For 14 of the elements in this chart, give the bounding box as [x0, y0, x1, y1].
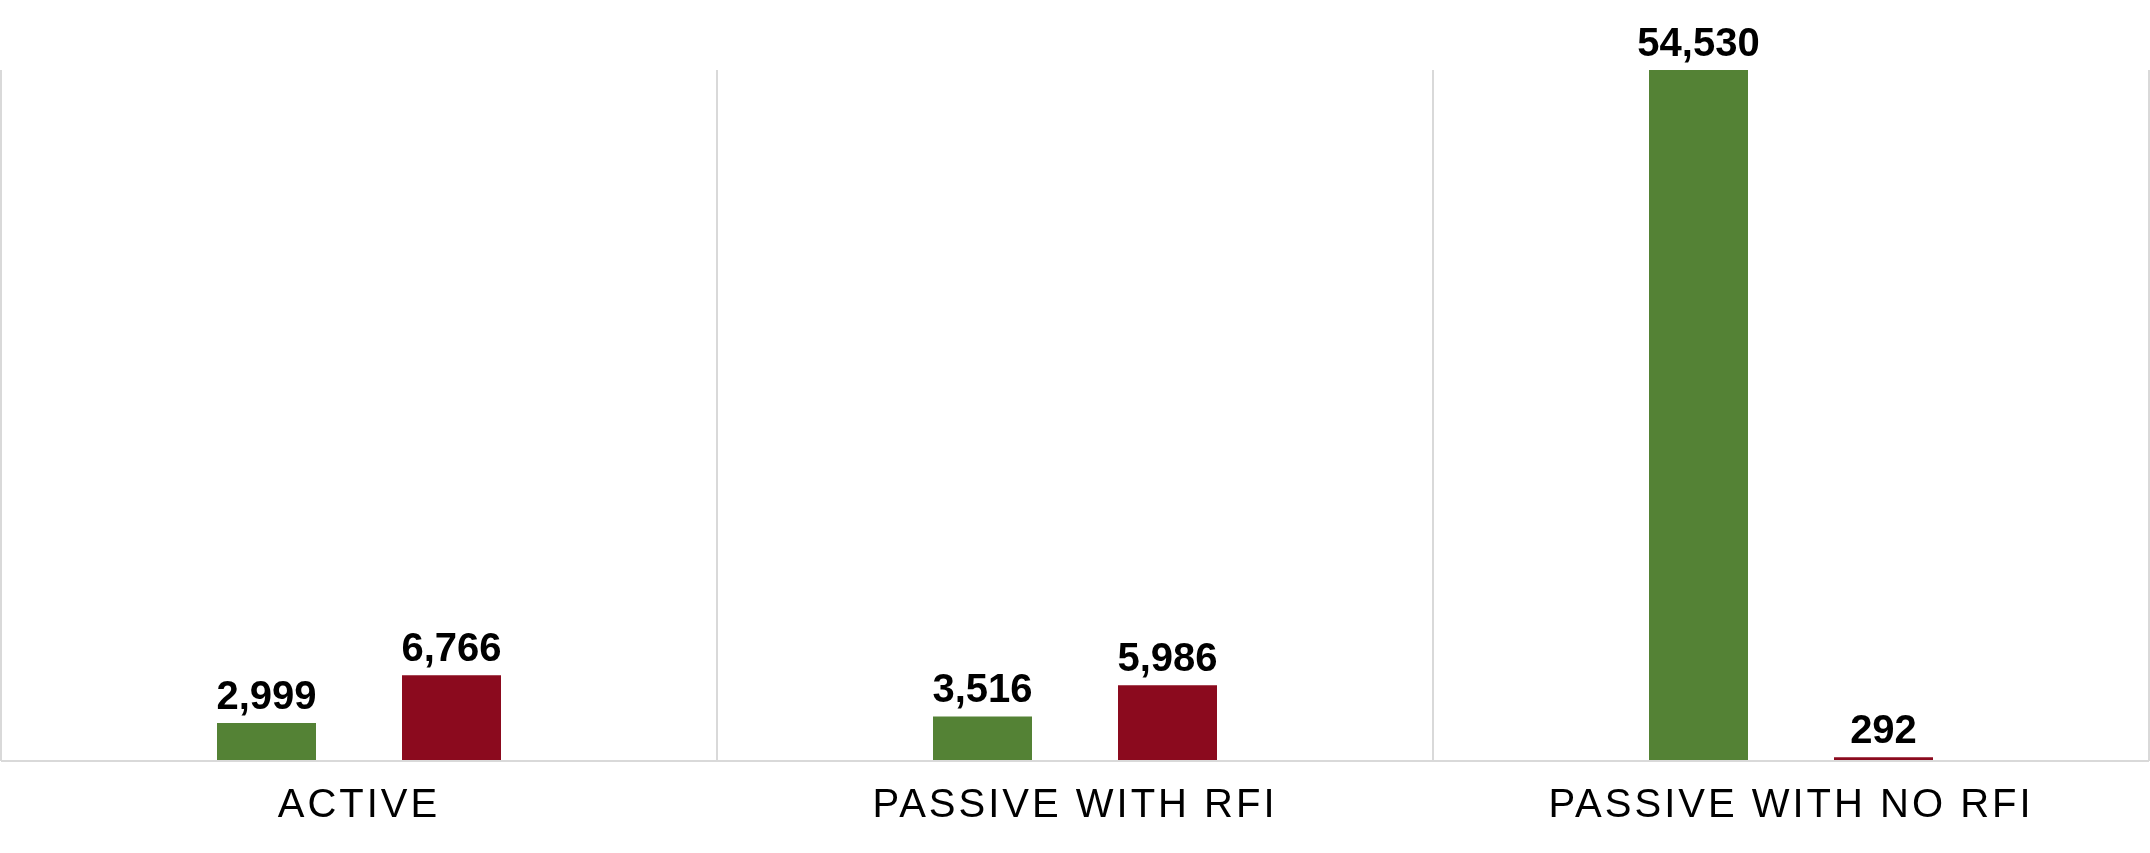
data-label: 292 — [1850, 707, 1917, 752]
data-label: 2,999 — [216, 673, 317, 717]
data-label: 54,530 — [1637, 20, 1760, 64]
data-label: 3,516 — [932, 666, 1033, 711]
bar — [402, 675, 501, 761]
data-label: 6,766 — [401, 625, 502, 670]
bar — [1649, 70, 1748, 761]
bar — [933, 716, 1032, 761]
x-tick-label: PASSIVE WITH NO RFI — [1548, 781, 2034, 826]
data-label: 5,986 — [1117, 635, 1218, 680]
bar — [1118, 685, 1217, 761]
x-tick-label: PASSIVE WITH RFI — [872, 781, 1278, 826]
bar — [217, 723, 316, 761]
x-tick-label: ACTIVE — [277, 781, 441, 826]
